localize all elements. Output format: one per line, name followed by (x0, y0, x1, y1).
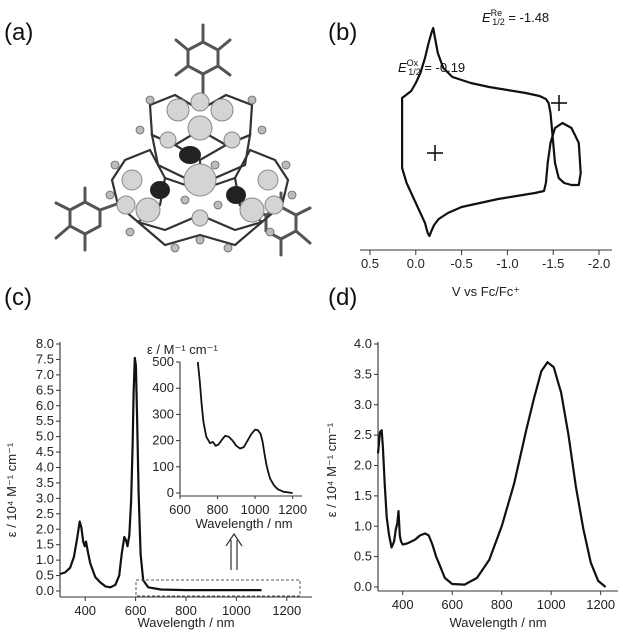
panel-label-a: (a) (4, 19, 33, 46)
spectrum-d-x-tick-label: 600 (441, 597, 463, 612)
cv-crosshair-right (551, 95, 567, 111)
spectrum-c-y-tick-label: 6.0 (36, 398, 54, 413)
spectrum-d-y-tick-label: 2.5 (354, 427, 372, 442)
cv-x-tick-label: 0.0 (407, 256, 425, 271)
spectrum-c-curve (59, 356, 262, 592)
inset-x-tick-label: 800 (207, 502, 229, 517)
spectrum-c-x-tick-label: 600 (125, 603, 147, 618)
spectrum-d-x-tick-label: 1200 (586, 597, 615, 612)
cv-annotation-ox: EOx 1/2 = -0.19 (398, 58, 465, 77)
inset-y-tick-label: 100 (152, 459, 174, 474)
cv-x-tick-label: 0.5 (361, 256, 379, 271)
inset-y-tick-label: 400 (152, 380, 174, 395)
cv-curve (401, 26, 582, 238)
spectrum-c-y-tick-label: 4.0 (36, 460, 54, 475)
panel-label-c: (c) (4, 284, 32, 311)
cv-annotation-re: ERe 1/2 = -1.48 (482, 8, 549, 27)
cv-x-tick-label: -2.0 (588, 256, 610, 271)
spectrum-c-y-tick-label: 6.5 (36, 382, 54, 397)
cv-x-tick-label: -1.0 (496, 256, 518, 271)
spectrum-c-y-tick-label: 7.0 (36, 367, 54, 382)
inset-arrow-icon (225, 532, 243, 570)
inset-x-axis-label: Wavelength / nm (195, 516, 292, 531)
inset-x-tick-label: 1200 (278, 502, 307, 517)
spectrum-d-y-axis-label: ε / 10⁴ M⁻¹ cm⁻¹ (324, 422, 339, 517)
spectrum-d-y-tick-label: 3.0 (354, 397, 372, 412)
spectrum-c-y-tick-label: 2.0 (36, 521, 54, 536)
cv-x-tick-label: -1.5 (542, 256, 564, 271)
spectrum-c-x-tick-label: 1200 (272, 603, 301, 618)
spectrum-c-x-tick-label: 400 (74, 603, 96, 618)
spectrum-c-x-tick-label: 800 (175, 603, 197, 618)
inset-y-tick-label: 0 (167, 485, 174, 500)
inset-region-box (135, 579, 301, 597)
spectrum-c-y-tick-label: 4.5 (36, 444, 54, 459)
spectrum-d-curve (376, 361, 607, 588)
spectrum-c-y-axis-label: ε / 10⁴ M⁻¹ cm⁻¹ (4, 442, 19, 537)
spectrum-c-y-tick-label: 5.0 (36, 429, 54, 444)
inset-curve (196, 361, 293, 494)
spectrum-c-y-tick-label: 3.0 (36, 490, 54, 505)
inset-y-tick-label: 300 (152, 406, 174, 421)
cv-crosshair-left (427, 145, 443, 161)
spectrum-d-x-tick-label: 1000 (537, 597, 566, 612)
spectrum-c-y-tick-label: 8.0 (36, 336, 54, 351)
molecular-structure-image (54, 23, 312, 257)
spectrum-d-y-tick-label: 0.5 (354, 549, 372, 564)
spectrum-c-y-tick-label: 2.5 (36, 506, 54, 521)
spectrum-d-y-tick-label: 3.5 (354, 366, 372, 381)
inset-x-tick-label: 600 (169, 502, 191, 517)
spectrum-d-y-tick-label: 0.0 (354, 579, 372, 594)
panel-label-b: (b) (328, 19, 357, 46)
cv-chart: 0.5 0.0 -0.5 -1.0 -1.5 -2.0 EOx 1/2 = -0.19 ER… (360, 8, 612, 299)
spectrum-d-y-tick-label: 1.5 (354, 488, 372, 503)
spectrum-c-y-tick-label: 0.5 (36, 568, 54, 583)
spectrum-d-chart: 400 600 800 1000 1200 0.0 0.5 1.0 1.5 2.0 2.5 3.0 3.… (324, 336, 618, 630)
spectrum-c-x-tick-label: 1000 (222, 603, 251, 618)
panel-label-d: (d) (328, 284, 357, 311)
spectrum-d-y-tick-label: 4.0 (354, 336, 372, 351)
spectrum-c-y-tick-label: 1.0 (36, 552, 54, 567)
spectrum-c-chart: 400 600 800 1000 12000.00.51.01.52.02.53.03.… (4, 336, 312, 630)
spectrum-c-y-tick-label: 0.0 (36, 583, 54, 598)
spectrum-d-y-tick-label: 1.0 (354, 518, 372, 533)
cv-x-tick-label: -0.5 (450, 256, 472, 271)
spectrum-inset-chart: 600 800 1000 1200 0 100 200 300 400 500 ε / M⁻¹ c… (147, 342, 307, 531)
inset-y-tick-label: 200 (152, 433, 174, 448)
spectrum-c-y-tick-label: 1.5 (36, 537, 54, 552)
spectrum-d-x-axis-label: Wavelength / nm (449, 615, 546, 630)
spectrum-c-y-tick-label: 7.5 (36, 351, 54, 366)
spectrum-c-y-tick-label: 5.5 (36, 413, 54, 428)
inset-x-tick-label: 1000 (241, 502, 270, 517)
spectrum-d-y-tick-label: 2.0 (354, 458, 372, 473)
spectrum-c-y-tick-label: 3.5 (36, 475, 54, 490)
cv-x-axis-label: V vs Fc/Fc⁺ (452, 284, 520, 299)
inset-y-tick-label: 500 (152, 354, 174, 369)
spectrum-d-x-tick-label: 400 (392, 597, 414, 612)
inset-y-axis-label: ε / M⁻¹ cm⁻¹ (147, 342, 218, 357)
spectrum-c-x-axis-label: Wavelength / nm (137, 615, 234, 630)
spectrum-d-x-tick-label: 800 (491, 597, 513, 612)
